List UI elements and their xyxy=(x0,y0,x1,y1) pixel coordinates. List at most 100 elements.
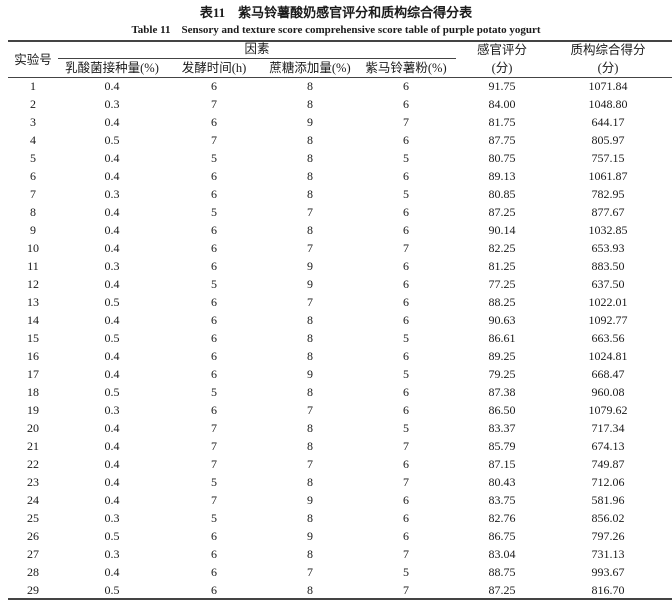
cell-time: 6 xyxy=(211,583,217,597)
cell-sensory-score: 83.75 xyxy=(488,493,516,507)
table-title: 表11 紫马铃薯酸奶感官评分和质构综合得分表 xyxy=(199,5,473,20)
cell-run: 24 xyxy=(27,493,39,507)
cell-run: 4 xyxy=(30,133,36,147)
cell-texture-score: 1022.01 xyxy=(588,295,628,309)
cell-run: 22 xyxy=(27,457,39,471)
header-factor-time: 发酵时间(h) xyxy=(181,61,247,75)
cell-sucrose: 8 xyxy=(307,475,313,489)
cell-texture-score: 749.87 xyxy=(591,457,625,471)
cell-potato-powder: 7 xyxy=(403,115,409,129)
cell-time: 7 xyxy=(211,133,217,147)
cell-texture-score: 1071.84 xyxy=(588,79,628,93)
cell-sucrose: 8 xyxy=(307,223,313,237)
cell-sucrose: 9 xyxy=(307,529,313,543)
cell-sensory-score: 87.38 xyxy=(488,385,516,399)
cell-inoculum: 0.4 xyxy=(104,205,120,219)
cell-time: 6 xyxy=(211,565,217,579)
cell-sensory-score: 82.76 xyxy=(488,511,516,525)
factor-group-rule xyxy=(58,58,456,59)
cell-time: 6 xyxy=(211,259,217,273)
table-subtitle: Table 11 Sensory and texture score compr… xyxy=(131,24,541,36)
cell-time: 7 xyxy=(211,457,217,471)
cell-sensory-score: 86.75 xyxy=(488,529,516,543)
header-sensory-unit: (分) xyxy=(491,61,513,75)
cell-inoculum: 0.5 xyxy=(104,331,120,345)
cell-sucrose: 7 xyxy=(307,565,313,579)
cell-potato-powder: 6 xyxy=(403,79,409,93)
cell-texture-score: 581.96 xyxy=(591,493,625,507)
cell-run: 8 xyxy=(30,205,36,219)
cell-inoculum: 0.5 xyxy=(104,133,120,147)
cell-run: 16 xyxy=(27,349,39,363)
cell-run: 26 xyxy=(27,529,39,543)
cell-sucrose: 9 xyxy=(307,277,313,291)
cell-potato-powder: 6 xyxy=(403,277,409,291)
cell-sensory-score: 83.04 xyxy=(488,547,516,561)
bottom-rule xyxy=(8,598,672,600)
cell-sucrose: 8 xyxy=(307,169,313,183)
cell-sucrose: 8 xyxy=(307,151,313,165)
cell-time: 5 xyxy=(211,385,217,399)
cell-run: 25 xyxy=(27,511,39,525)
cell-sucrose: 8 xyxy=(307,439,313,453)
cell-sensory-score: 90.14 xyxy=(488,223,516,237)
header-factor-potato-powder: 紫马铃薯粉(%) xyxy=(365,61,447,75)
cell-sucrose: 8 xyxy=(307,133,313,147)
header-sensory: 感官评分 xyxy=(476,43,528,57)
cell-potato-powder: 6 xyxy=(403,97,409,111)
cell-sucrose: 8 xyxy=(307,421,313,435)
cell-sucrose: 8 xyxy=(307,385,313,399)
cell-texture-score: 816.70 xyxy=(591,583,625,597)
cell-sensory-score: 91.75 xyxy=(488,79,516,93)
cell-texture-score: 960.08 xyxy=(591,385,625,399)
cell-inoculum: 0.4 xyxy=(104,439,120,453)
cell-potato-powder: 6 xyxy=(403,493,409,507)
cell-inoculum: 0.4 xyxy=(104,223,120,237)
header-texture-unit: (分) xyxy=(597,61,619,75)
cell-sucrose: 9 xyxy=(307,367,313,381)
cell-potato-powder: 5 xyxy=(403,331,409,345)
cell-texture-score: 1032.85 xyxy=(588,223,628,237)
cell-sucrose: 9 xyxy=(307,493,313,507)
cell-run: 10 xyxy=(27,241,39,255)
cell-time: 6 xyxy=(211,529,217,543)
cell-texture-score: 877.67 xyxy=(591,205,625,219)
cell-potato-powder: 7 xyxy=(403,241,409,255)
cell-texture-score: 1061.87 xyxy=(588,169,628,183)
cell-inoculum: 0.4 xyxy=(104,565,120,579)
cell-time: 6 xyxy=(211,349,217,363)
header-factors-group: 因素 xyxy=(244,42,270,56)
cell-potato-powder: 6 xyxy=(403,457,409,471)
cell-time: 5 xyxy=(211,511,217,525)
cell-potato-powder: 7 xyxy=(403,547,409,561)
cell-potato-powder: 7 xyxy=(403,475,409,489)
cell-texture-score: 712.06 xyxy=(591,475,625,489)
cell-run: 12 xyxy=(27,277,39,291)
cell-sucrose: 9 xyxy=(307,115,313,129)
cell-sensory-score: 85.79 xyxy=(488,439,516,453)
cell-potato-powder: 6 xyxy=(403,385,409,399)
cell-inoculum: 0.4 xyxy=(104,115,120,129)
cell-run: 11 xyxy=(27,259,39,273)
cell-sensory-score: 86.61 xyxy=(488,331,516,345)
cell-time: 5 xyxy=(211,277,217,291)
cell-sensory-score: 89.25 xyxy=(488,349,516,363)
cell-potato-powder: 7 xyxy=(403,439,409,453)
cell-texture-score: 717.34 xyxy=(591,421,625,435)
cell-potato-powder: 6 xyxy=(403,169,409,183)
cell-inoculum: 0.4 xyxy=(104,475,120,489)
cell-potato-powder: 6 xyxy=(403,295,409,309)
cell-inoculum: 0.5 xyxy=(104,529,120,543)
cell-sensory-score: 80.75 xyxy=(488,151,516,165)
cell-texture-score: 1048.80 xyxy=(588,97,628,111)
cell-time: 6 xyxy=(211,169,217,183)
cell-time: 6 xyxy=(211,367,217,381)
cell-texture-score: 1024.81 xyxy=(588,349,628,363)
cell-inoculum: 0.5 xyxy=(104,385,120,399)
cell-run: 23 xyxy=(27,475,39,489)
cell-sucrose: 7 xyxy=(307,457,313,471)
cell-potato-powder: 6 xyxy=(403,349,409,363)
cell-inoculum: 0.3 xyxy=(104,97,120,111)
cell-sensory-score: 81.75 xyxy=(488,115,516,129)
cell-texture-score: 663.56 xyxy=(591,331,625,345)
